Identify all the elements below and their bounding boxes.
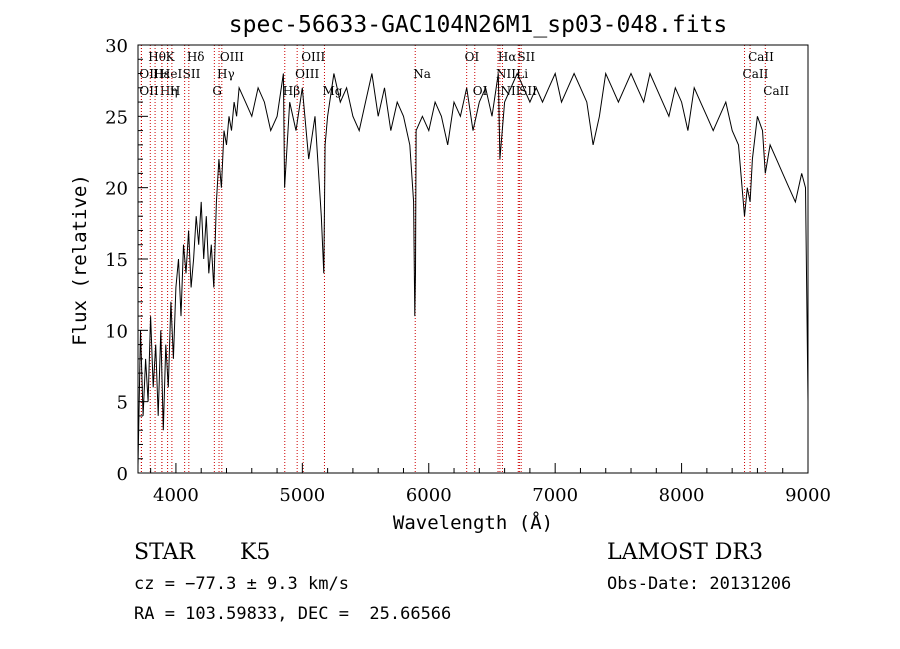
x-tick-label: 8000 (659, 485, 705, 506)
line-marker-label: SII (183, 67, 201, 81)
line-marker-label: OIII (301, 50, 325, 64)
y-tick-label: 15 (105, 250, 128, 271)
x-axis-label: Wavelength (Å) (393, 511, 553, 534)
line-marker-label: OIII (295, 67, 319, 81)
x-axis: 4000 5000 6000 7000 8000 9000 (150, 463, 831, 506)
y-axis: 0 5 10 15 20 25 30 (105, 36, 148, 485)
y-tick-label: 5 (117, 393, 128, 414)
line-marker-label: OIII (220, 50, 244, 64)
line-marker-label: Hβ (283, 84, 300, 98)
object-subclass: K5 (240, 540, 271, 565)
y-tick-label: 10 (105, 321, 128, 342)
line-marker-label: NII (496, 67, 516, 81)
x-tick-label: 6000 (406, 485, 452, 506)
x-tick-label: 7000 (532, 485, 578, 506)
spectrum-line (137, 71, 809, 466)
y-tick-label: 30 (105, 36, 128, 57)
redshift-velocity: cz = −77.3 ± 9.3 km/s (134, 574, 349, 594)
y-tick-label: 0 (117, 464, 128, 485)
line-marker-label: OII (139, 67, 159, 81)
line-marker-label: CaII (763, 84, 789, 98)
line-marker-label: Mg (322, 84, 342, 98)
spectrum-chart: spec-56633-GAC104N26M1_sp03-048.fits Hθ O… (69, 12, 831, 534)
line-marker-label: Hθ (148, 50, 166, 64)
line-marker-label: HeI (160, 67, 183, 81)
line-marker-label: K (166, 50, 176, 64)
line-marker-label: CaII (743, 67, 769, 81)
survey-name: LAMOST DR3 (607, 540, 763, 565)
object-class: STAR (134, 540, 195, 565)
line-marker-label: Na (413, 67, 431, 81)
plot-frame (137, 44, 809, 474)
coordinates: RA = 103.59833, DEC = 25.66566 (134, 604, 452, 624)
line-marker-label: Hε (153, 67, 170, 81)
x-tick-label: 4000 (153, 485, 199, 506)
line-marker-label: Hα (498, 50, 517, 64)
line-marker-label: Hγ (217, 67, 235, 81)
observation-date: Obs-Date: 20131206 (607, 574, 792, 594)
y-tick-label: 20 (105, 179, 128, 200)
x-tick-label: 9000 (785, 485, 831, 506)
line-marker-label: SII (517, 50, 535, 64)
y-tick-label: 25 (105, 107, 128, 128)
line-marker-label: NII (500, 84, 520, 98)
line-marker-label: Hδ (187, 50, 205, 64)
x-tick-label: 5000 (279, 485, 325, 506)
line-marker-label: G (212, 84, 222, 98)
line-marker-label: OI (465, 50, 480, 64)
y-axis-label: Flux (relative) (69, 174, 91, 346)
line-marker-label: OI (473, 84, 488, 98)
line-marker-label: Li (516, 67, 528, 81)
line-marker-label: Hη (160, 84, 178, 98)
line-marker-label: CaII (748, 50, 774, 64)
chart-title: spec-56633-GAC104N26M1_sp03-048.fits (229, 12, 728, 38)
line-marker-label: H (170, 84, 180, 98)
line-marker-label: OII (139, 84, 159, 98)
